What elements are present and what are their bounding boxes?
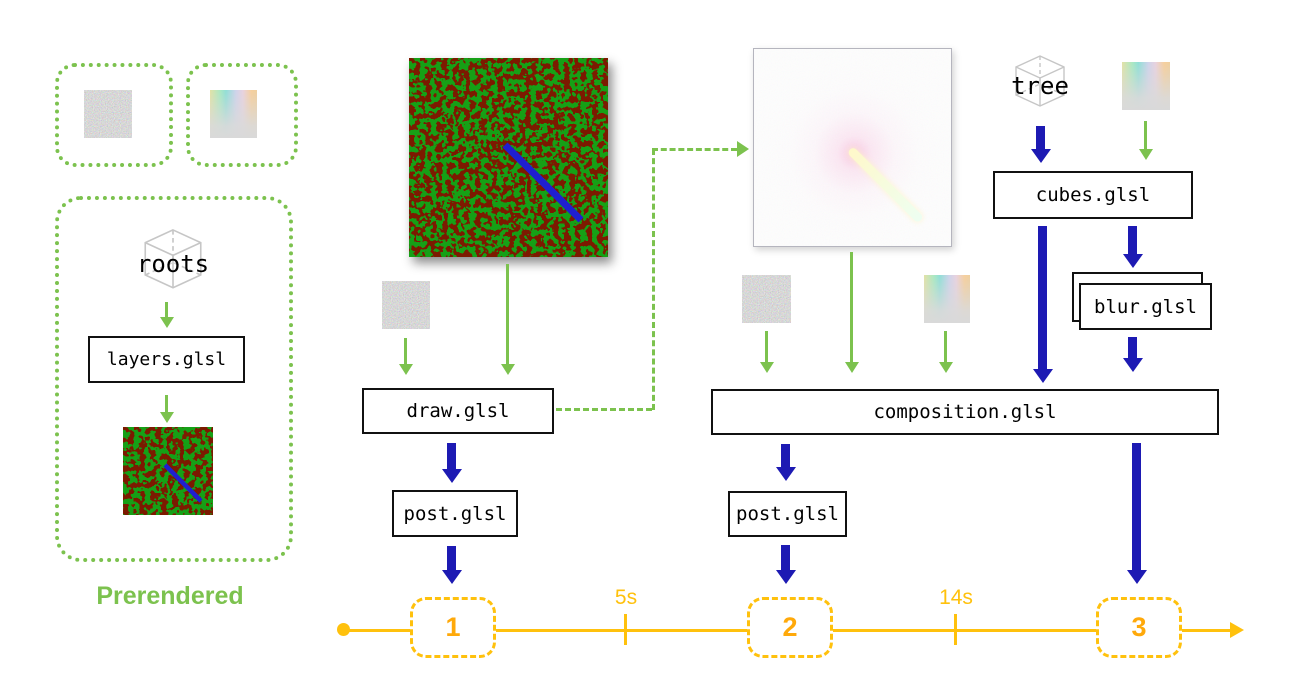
gradient-texture-thumb-composition xyxy=(924,275,970,323)
arrow-gradient-to-composition xyxy=(938,331,953,373)
arrow-post-to-marker2 xyxy=(775,545,796,584)
tree-cube-icon xyxy=(1008,50,1072,119)
noise-texture-thumb-left xyxy=(84,90,132,138)
arrow-roots-to-layers xyxy=(159,302,174,328)
timeline-arrowhead xyxy=(1230,622,1244,638)
gradient-texture-thumb-left xyxy=(210,90,257,138)
arrow-cubes-to-blur xyxy=(1122,226,1143,268)
arrow-layers-to-texture xyxy=(159,395,174,423)
timeline-start-dot xyxy=(337,623,350,636)
noise-texture-thumb-draw xyxy=(382,281,430,329)
timeline-tick-14s xyxy=(954,614,957,645)
arrow-post-to-marker1 xyxy=(441,546,462,584)
tree-cube-label: tree xyxy=(1011,72,1069,100)
arrow-blur-to-composition xyxy=(1122,337,1143,372)
feedback-connector-vertical xyxy=(652,149,655,410)
arrow-noise-to-draw xyxy=(398,338,413,375)
arrow-composition-to-post xyxy=(775,444,796,481)
arrow-tree-to-cubes xyxy=(1030,126,1051,163)
roots-cube-label: roots xyxy=(136,250,210,278)
post-glsl-box-mid: post.glsl xyxy=(728,491,847,537)
prerendered-noise-container xyxy=(55,63,173,167)
layers-glsl-box: layers.glsl xyxy=(88,336,245,383)
arrow-whitetex-to-composition xyxy=(844,252,859,373)
arrow-gradient-to-cubes xyxy=(1138,121,1153,160)
arrow-noise-to-composition xyxy=(759,331,774,373)
noise-texture-thumb-composition xyxy=(742,275,791,323)
roots-cube-icon xyxy=(136,226,210,299)
arrow-composition-to-marker3 xyxy=(1126,443,1147,584)
feedback-connector-arrowhead xyxy=(737,141,749,157)
composition-glsl-box: composition.glsl xyxy=(711,389,1219,435)
maze-texture-large xyxy=(409,58,608,257)
feedback-connector-horizontal-low xyxy=(556,408,652,411)
timeline-marker-1: 1 xyxy=(410,597,496,658)
feedback-connector-horizontal-high xyxy=(652,148,737,151)
cubes-glsl-box: cubes.glsl xyxy=(993,171,1193,219)
maze-texture-small xyxy=(123,427,213,515)
arrow-draw-to-post xyxy=(441,443,462,483)
blur-glsl-box: blur.glsl xyxy=(1079,283,1212,330)
gradient-texture-thumb-cubes xyxy=(1122,62,1170,110)
white-pink-texture xyxy=(753,48,952,247)
timeline-tick-label-14s: 14s xyxy=(939,586,973,609)
timeline-tick-5s xyxy=(624,614,627,645)
draw-glsl-box: draw.glsl xyxy=(362,388,554,434)
timeline-marker-3: 3 xyxy=(1096,597,1182,658)
timeline-tick-label-5s: 5s xyxy=(614,586,638,609)
arrow-maze-to-draw xyxy=(500,264,515,375)
prerendered-label: Prerendered xyxy=(96,582,244,610)
arrow-cubes-to-composition xyxy=(1032,226,1053,383)
post-glsl-box-left: post.glsl xyxy=(392,490,518,537)
timeline-marker-2: 2 xyxy=(747,597,833,658)
